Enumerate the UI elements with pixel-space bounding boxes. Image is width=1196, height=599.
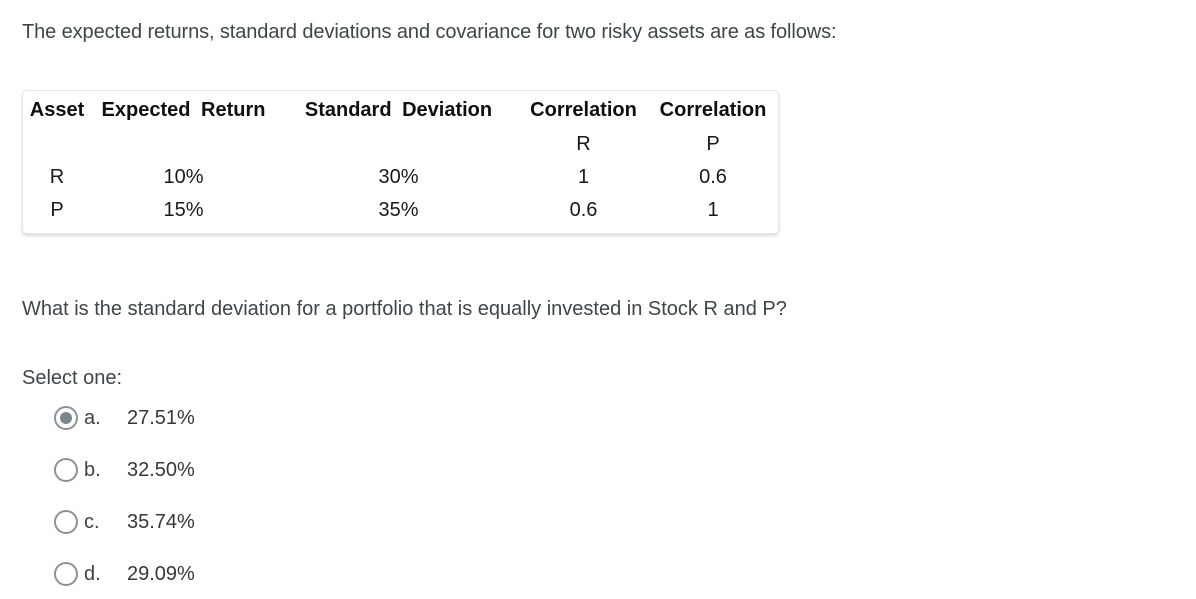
option-letter: a.: [84, 406, 101, 429]
option-letter: c.: [84, 510, 100, 533]
select-one-label: Select one:: [22, 367, 123, 389]
subheader-r: R: [576, 133, 591, 155]
option-value: 29.09%: [127, 562, 195, 585]
table-header-row: Asset Expected Return Standard Deviation…: [23, 91, 780, 128]
cell-asset-p: P: [50, 199, 64, 221]
option-letter: d.: [84, 562, 101, 585]
option-c[interactable]: c. 35.74%: [22, 496, 1196, 548]
option-a[interactable]: a. 27.51%: [22, 392, 1196, 444]
cell-r-expected-return: 10%: [163, 166, 204, 188]
cell-p-correlation-p: 1: [707, 199, 719, 221]
radio-button-icon[interactable]: [54, 406, 78, 430]
cell-r-standard-deviation: 30%: [378, 166, 419, 188]
option-value: 35.74%: [127, 510, 195, 533]
header-standard-deviation: Standard Deviation: [304, 99, 493, 121]
cell-p-standard-deviation: 35%: [378, 199, 419, 221]
assets-data-table: Asset Expected Return Standard Deviation…: [23, 91, 780, 233]
option-b[interactable]: b. 32.50%: [22, 444, 1196, 496]
subheader-empty-2: [91, 128, 276, 161]
question-intro-text: The expected returns, standard deviation…: [22, 21, 837, 43]
option-value: 27.51%: [127, 406, 195, 429]
header-correlation-p: Correlation: [659, 99, 767, 121]
assets-data-table-card: Asset Expected Return Standard Deviation…: [22, 90, 779, 234]
subheader-empty-3: [276, 128, 521, 161]
header-expected-return: Expected Return: [101, 99, 266, 121]
radio-button-icon[interactable]: [54, 510, 78, 534]
table-row: P 15% 35% 0.6 1: [23, 194, 780, 233]
cell-p-expected-return: 15%: [163, 199, 204, 221]
header-asset: Asset: [29, 99, 85, 121]
option-letter: b.: [84, 458, 101, 481]
question-text: What is the standard deviation for a por…: [22, 298, 787, 320]
cell-p-correlation-r: 0.6: [569, 199, 598, 221]
radio-button-icon[interactable]: [54, 458, 78, 482]
radio-button-icon[interactable]: [54, 562, 78, 586]
header-correlation-r: Correlation: [530, 99, 637, 121]
cell-asset-r: R: [49, 166, 65, 188]
subheader-empty-1: [23, 128, 91, 161]
table-subheader-row: R P: [23, 128, 780, 161]
table-row: R 10% 30% 1 0.6: [23, 161, 780, 194]
cell-r-correlation-p: 0.6: [699, 166, 727, 188]
option-value: 32.50%: [127, 458, 195, 481]
option-d[interactable]: d. 29.09%: [22, 548, 1196, 599]
cell-r-correlation-r: 1: [577, 166, 590, 188]
subheader-p: P: [706, 133, 720, 155]
answer-options: a. 27.51% b. 32.50% c. 35.74% d. 29.09%: [22, 392, 1196, 599]
